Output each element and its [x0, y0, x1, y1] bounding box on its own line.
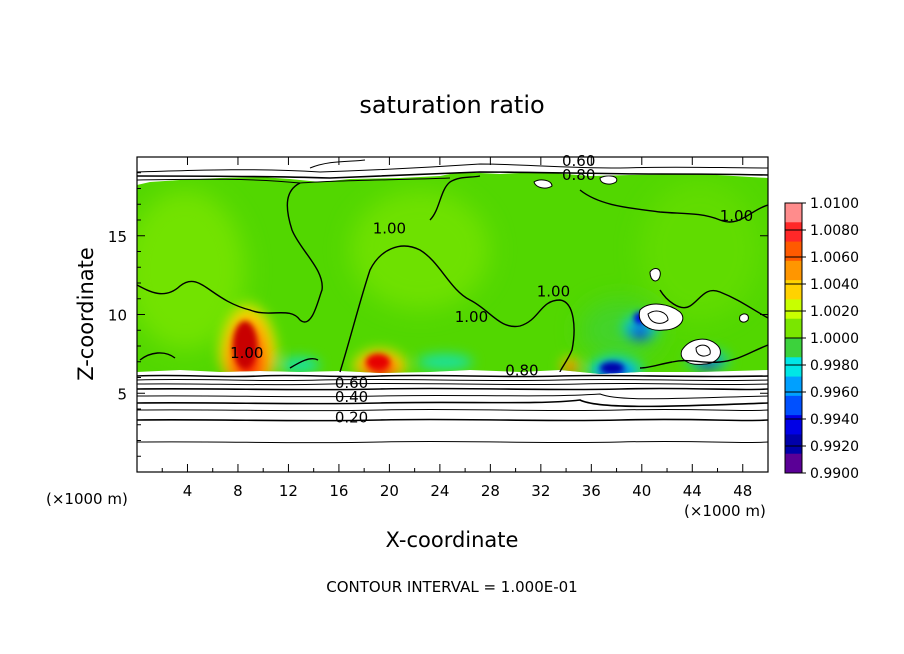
colorbar-label: 0.9980: [810, 358, 859, 374]
contour-label: 1.00: [537, 283, 570, 301]
colorbar-swatch: [785, 203, 802, 223]
colorbar-swatch: [785, 453, 802, 474]
y-tick-label: 15: [108, 228, 127, 246]
contour-label: 1.00: [455, 308, 488, 326]
colorbar-label: 1.0000: [810, 331, 859, 347]
colorbar-swatch: [785, 395, 802, 416]
contour-interval-note: CONTOUR INTERVAL = 1.000E-01: [326, 578, 577, 596]
colorbar-label: 0.9960: [810, 385, 859, 401]
colorbar-swatch: [785, 338, 802, 358]
colorbar-swatch: [785, 241, 802, 262]
colorbar-swatch: [785, 299, 802, 320]
colorbar-label: 1.0040: [810, 277, 859, 293]
x-tick-label: 36: [582, 482, 601, 500]
plot-area: 0.600.801.001.001.001.001.000.600.400.20…: [136, 152, 769, 473]
contour-label: 0.40: [335, 388, 368, 406]
x-tick-label: 20: [380, 482, 399, 500]
contour-label: 0.60: [562, 152, 595, 170]
contour-label: 0.60: [335, 374, 368, 392]
x-tick-label: 32: [531, 482, 550, 500]
x-unit-label-right: (×1000 m): [684, 502, 766, 520]
colorbar-swatch: [785, 280, 802, 300]
contour-label: 0.80: [505, 361, 538, 379]
contour-labels: 0.600.801.001.001.001.001.000.600.400.20…: [230, 152, 753, 427]
colorbar-label: 0.9920: [810, 439, 859, 455]
x-tick-label: 40: [632, 482, 651, 500]
x-tick-label: 28: [481, 482, 500, 500]
contour-lines-upper: [137, 175, 768, 373]
y-axis-label: Z-coordinate: [74, 247, 98, 381]
colorbar-label: 1.0060: [810, 250, 859, 266]
x-axis-label: X-coordinate: [386, 528, 519, 552]
x-axis: 4 8 12 16 20 24 28 32 36 40 44 48: [161, 157, 752, 500]
y-tick-label: 10: [108, 307, 127, 325]
contour-label: 0.80: [562, 166, 595, 184]
colorbar-swatch: [785, 222, 802, 243]
contour-label: 1.00: [230, 344, 263, 362]
colorbar-swatch: [785, 260, 802, 281]
saturation-field: [137, 172, 768, 374]
x-tick-label: 8: [233, 482, 243, 500]
x-tick-label: 44: [683, 482, 702, 500]
colorbar: 1.0100 1.0080 1.0060 1.0040 1.0020 1.0000 0.99…: [784, 196, 859, 482]
y-axis: 5 10 15: [108, 172, 768, 457]
colorbar-swatch: [785, 434, 802, 455]
x-tick-label: 4: [183, 482, 193, 500]
contour-lines-bottom: [137, 374, 768, 444]
colorbar-label: 1.0020: [810, 304, 859, 320]
x-tick-label: 16: [329, 482, 348, 500]
colorbar-swatch: [785, 415, 802, 435]
colorbar-label: 0.9940: [810, 412, 859, 428]
contour-lines-top: [137, 159, 768, 184]
y-tick-label: 5: [117, 385, 127, 403]
colorbar-swatch: [785, 318, 802, 339]
x-tick-label: 24: [430, 482, 449, 500]
x-tick-label: 48: [733, 482, 752, 500]
colorbar-label: 0.9900: [810, 466, 859, 482]
colorbar-swatch: [785, 357, 802, 378]
contour-label: 1.00: [373, 220, 406, 238]
colorbar-label: 1.0100: [810, 196, 859, 212]
x-tick-label: 12: [279, 482, 298, 500]
x-unit-label-left: (×1000 m): [46, 490, 128, 508]
colorbar-swatch: [785, 376, 802, 397]
contour-label: 1.00: [720, 207, 753, 225]
colorbar-label: 1.0080: [810, 223, 859, 239]
contour-label: 0.20: [335, 409, 368, 427]
chart-title: saturation ratio: [359, 91, 544, 119]
